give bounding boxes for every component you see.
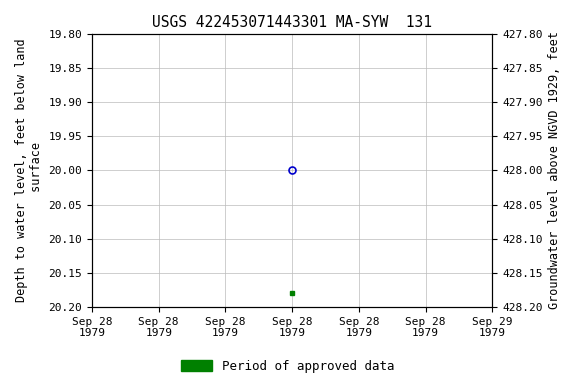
Y-axis label: Depth to water level, feet below land
 surface: Depth to water level, feet below land su… bbox=[15, 39, 43, 302]
Y-axis label: Groundwater level above NGVD 1929, feet: Groundwater level above NGVD 1929, feet bbox=[548, 31, 561, 310]
Title: USGS 422453071443301 MA-SYW  131: USGS 422453071443301 MA-SYW 131 bbox=[152, 15, 432, 30]
Legend: Period of approved data: Period of approved data bbox=[176, 355, 400, 378]
